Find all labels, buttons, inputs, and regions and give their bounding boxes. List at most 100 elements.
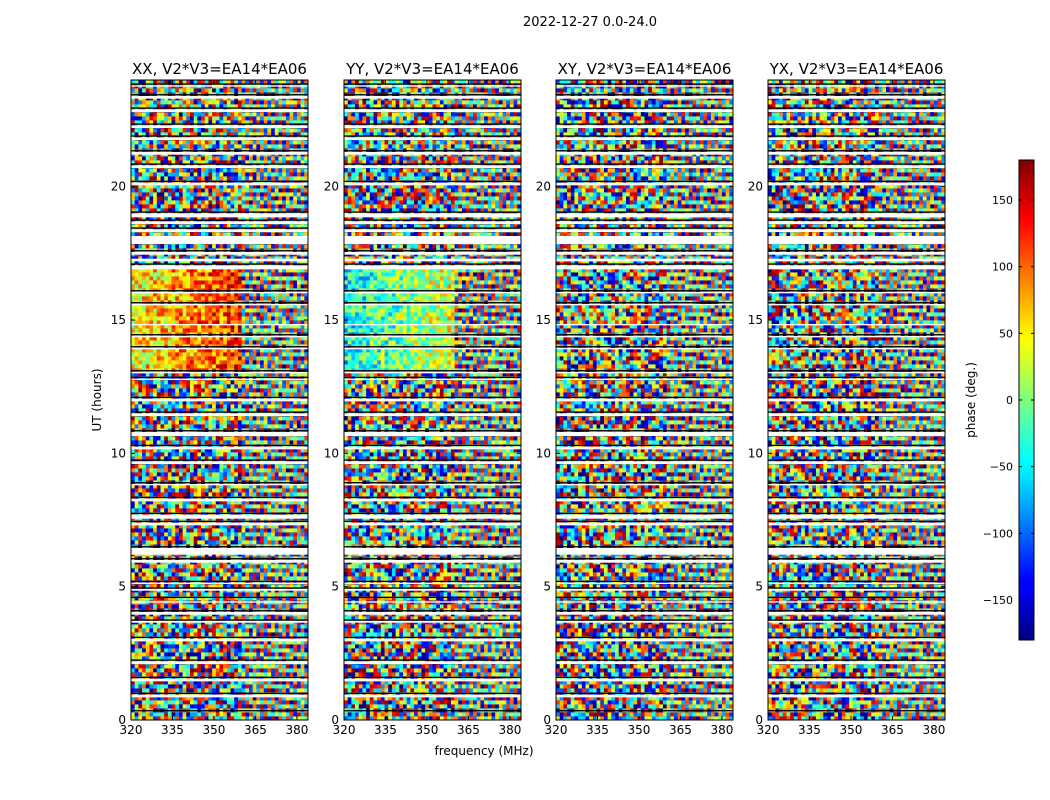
heatmap-cell [263,672,268,677]
heatmap-cell [190,716,195,721]
heatmap-cell [190,488,195,493]
heatmap-cell [175,320,180,325]
heatmap-cell [256,672,261,677]
heatmap-cell [190,636,195,641]
heatmap-cell [249,384,254,389]
heatmap-cell [267,388,272,393]
heatmap-cell [300,636,305,641]
heatmap-cell [149,696,154,701]
heatmap-cell [274,364,279,369]
heatmap-cell [193,644,198,649]
heatmap-cell [226,572,231,577]
heatmap-cell [289,364,294,369]
heatmap-cell [285,492,290,497]
heatmap-cell [296,668,302,673]
heatmap-cell [289,604,294,609]
heatmap-cell [249,336,254,341]
heatmap-cell [300,676,305,681]
heatmap-cell [304,564,309,569]
heatmap-cell [171,688,176,693]
heatmap-cell [201,312,206,317]
heatmap-cell [145,392,150,397]
heatmap-cell [171,440,176,445]
heatmap-cell [134,596,139,601]
heatmap-cell [289,700,294,705]
heatmap-cell [237,364,243,369]
heatmap-cell [300,436,305,441]
heatmap-cell [131,304,136,309]
heatmap-cell [160,328,165,333]
heatmap-cell [285,488,290,493]
heatmap-cell [300,456,305,461]
heatmap-cell [245,448,250,453]
heatmap-cell [256,644,261,649]
heatmap-cell [278,632,283,637]
heatmap-cell [145,404,150,409]
heatmap-cell [175,680,180,685]
heatmap-cell [134,492,139,497]
heatmap-cell [237,376,243,381]
heatmap-cell [153,496,158,501]
heatmap-cell [278,572,283,577]
heatmap-cell [282,664,287,669]
heatmap-cell [260,444,265,449]
heatmap-cell [178,504,184,509]
heatmap-cell [171,328,176,333]
heatmap-cell [241,636,246,641]
heatmap-cell [256,700,261,705]
heatmap-cell [260,496,265,501]
heatmap-cell [249,504,254,509]
heatmap-cell [178,360,184,365]
heatmap-cell [201,684,206,689]
heatmap-cell [289,532,294,537]
heatmap-cell [167,440,172,445]
heatmap-cell [178,512,184,517]
heatmap-cell [197,456,202,461]
heatmap-cell [131,324,136,329]
heatmap-cell [271,320,276,325]
heatmap-cell [278,712,283,717]
heatmap-cell [271,524,276,529]
heatmap-cell [215,508,220,513]
heatmap-cell [215,452,220,457]
heatmap-cell [201,356,206,361]
heatmap-cell [278,312,283,317]
heatmap-cell [304,528,309,533]
heatmap-cell [282,468,287,473]
heatmap-cell [145,528,150,533]
heatmap-cell [156,304,161,309]
heatmap-cell [134,380,139,385]
heatmap-cell [171,592,176,597]
heatmap-cell [249,644,254,649]
heatmap-cell [190,616,195,621]
heatmap-cell [282,532,287,537]
heatmap-cell [304,652,309,657]
heatmap-cell [219,324,224,329]
heatmap-cell [171,704,176,709]
heatmap-cell [164,644,169,649]
heatmap-cell [131,416,136,421]
heatmap-cell [164,532,169,537]
heatmap-cell [178,484,184,489]
heatmap-cell [285,644,290,649]
heatmap-cell [249,572,254,577]
heatmap-cell [138,644,143,649]
heatmap-cell [134,664,139,669]
heatmap-cell [201,624,206,629]
heatmap-cell [271,596,276,601]
heatmap-cell [241,320,246,325]
heatmap-cell [138,444,143,449]
heatmap-cell [278,576,283,581]
heatmap-cell [289,400,294,405]
heatmap-cell [282,652,287,657]
heatmap-cell [223,664,228,669]
heatmap-cell [215,576,220,581]
heatmap-cell [263,340,268,345]
heatmap-cell [138,408,143,413]
heatmap-cell [164,352,169,357]
heatmap-cell [145,716,150,721]
heatmap-cell [293,684,298,689]
heatmap-cell [293,376,298,381]
heatmap-cell [219,536,224,541]
heatmap-cell [153,668,158,673]
